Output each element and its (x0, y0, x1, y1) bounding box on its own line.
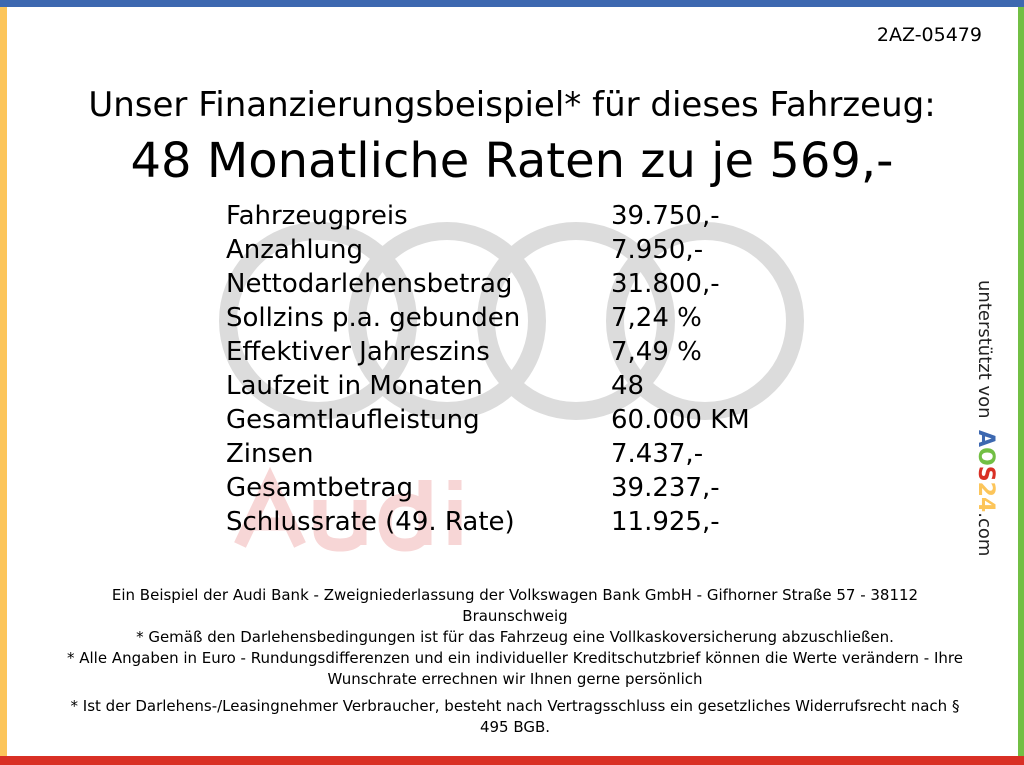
row-label: Gesamtlaufleistung (226, 405, 480, 435)
top-border (0, 0, 1024, 7)
footer-insurance-note: * Gemäß den Darlehensbedingungen ist für… (136, 628, 894, 646)
row-label: Sollzins p.a. gebunden (226, 303, 521, 333)
logo-letter: S (973, 465, 998, 482)
logo-letter: O (973, 447, 998, 466)
logo-letter: A (973, 430, 998, 448)
logo-letter: 4 (973, 496, 998, 513)
left-border (0, 7, 7, 757)
row-label: Zinsen (226, 439, 314, 469)
row-label: Fahrzeugpreis (226, 201, 408, 231)
logo-domain: .com (974, 512, 995, 557)
audi-watermark-lettering (234, 466, 462, 552)
audi-letter-a (234, 466, 306, 548)
table-row: Effektiver Jahreszins 7,49 % (226, 335, 702, 369)
logo-letter: 2 (973, 481, 998, 497)
table-row: Gesamtbetrag 39.237,- (226, 471, 720, 505)
footer-euro-note: * Alle Angaben in Euro - Rundungsdiffere… (66, 649, 963, 688)
row-label: Schlussrate (49. Rate) (226, 507, 515, 537)
audi-letter-u (313, 500, 367, 552)
row-label: Nettodarlehensbetrag (226, 269, 513, 299)
footer-bank-info: Ein Beispiel der Audi Bank - Zweignieder… (111, 586, 919, 625)
bottom-border (0, 756, 1024, 765)
table-row: Zinsen 7.437,- (226, 437, 703, 471)
row-label: Laufzeit in Monaten (226, 371, 483, 401)
audi-ring-4 (606, 222, 804, 420)
row-value: 7,24 % (611, 303, 702, 333)
table-row: Sollzins p.a. gebunden 7,24 % (226, 301, 702, 335)
vehicle-code: 2AZ-05479 (876, 24, 982, 46)
supported-by-text: unterstützt von (974, 280, 995, 419)
sponsor-label: unterstützt von AOS24.com (973, 280, 1003, 560)
footer-withdrawal-note: * Ist der Darlehens-/Leasingnehmer Verbr… (70, 697, 960, 736)
row-value: 11.925,- (611, 507, 720, 537)
audi-letter-d (378, 480, 432, 552)
audi-ring-1 (219, 222, 417, 420)
right-border (1018, 7, 1024, 757)
row-value: 7,49 % (611, 337, 702, 367)
row-value: 39.750,- (611, 201, 720, 231)
row-value: 7.950,- (611, 235, 704, 265)
row-value: 7.437,- (611, 439, 704, 469)
audi-ring-3 (477, 222, 675, 420)
table-row: Laufzeit in Monaten 48 (226, 369, 644, 403)
row-label: Anzahlung (226, 235, 364, 265)
aos24-logo: AOS24 (973, 424, 998, 513)
table-row: Gesamtlaufleistung 60.000 KM (226, 403, 750, 437)
audi-ring-2 (348, 222, 546, 420)
page-title: Unser Finanzierungsbeispiel* für dieses … (88, 85, 936, 125)
row-value: 60.000 KM (611, 405, 750, 435)
table-row: Fahrzeugpreis 39.750,- (226, 199, 720, 233)
row-value: 48 (611, 371, 645, 401)
row-value: 39.237,- (611, 473, 720, 503)
monthly-rate-headline: 48 Monatliche Raten zu je 569,- (130, 133, 894, 189)
row-label: Effektiver Jahreszins (226, 337, 490, 367)
row-label: Gesamtbetrag (226, 473, 413, 503)
footer-disclaimer: Ein Beispiel der Audi Bank - Zweignieder… (60, 585, 970, 738)
table-row: Anzahlung 7.950,- (226, 233, 703, 267)
row-value: 31.800,- (611, 269, 720, 299)
table-row: Schlussrate (49. Rate) 11.925,- (226, 505, 720, 539)
table-row: Nettodarlehensbetrag 31.800,- (226, 267, 720, 301)
